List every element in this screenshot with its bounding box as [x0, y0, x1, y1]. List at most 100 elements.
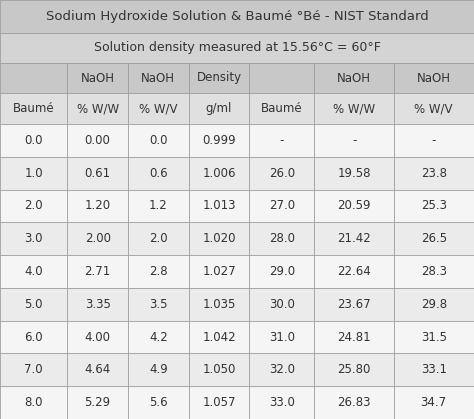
Bar: [128, 124, 189, 157]
Bar: [314, 288, 394, 321]
Bar: [249, 222, 314, 255]
Bar: [394, 288, 474, 321]
Text: 1.050: 1.050: [202, 363, 236, 376]
Text: 31.5: 31.5: [421, 331, 447, 344]
Text: 26.5: 26.5: [420, 232, 447, 245]
Bar: [249, 63, 314, 93]
Bar: [189, 386, 249, 419]
Text: Baumé: Baumé: [13, 102, 55, 115]
Text: 0.0: 0.0: [24, 134, 43, 147]
Bar: [394, 321, 474, 354]
Bar: [0, 63, 67, 93]
Bar: [0, 189, 67, 222]
Text: NaOH: NaOH: [417, 72, 451, 85]
Text: 1.2: 1.2: [149, 199, 168, 212]
Text: 1.20: 1.20: [84, 199, 111, 212]
Bar: [249, 288, 314, 321]
Text: -: -: [352, 134, 356, 147]
Text: 2.8: 2.8: [149, 265, 168, 278]
Bar: [67, 93, 128, 124]
Text: Solution density measured at 15.56°C = 60°F: Solution density measured at 15.56°C = 6…: [93, 41, 381, 54]
Bar: [394, 124, 474, 157]
Text: 4.00: 4.00: [85, 331, 110, 344]
Bar: [128, 63, 189, 93]
Text: 3.5: 3.5: [149, 298, 168, 311]
Bar: [67, 386, 128, 419]
Text: 21.42: 21.42: [337, 232, 371, 245]
Text: 23.67: 23.67: [337, 298, 371, 311]
Bar: [128, 222, 189, 255]
Text: 4.0: 4.0: [24, 265, 43, 278]
Text: 30.0: 30.0: [269, 298, 295, 311]
Text: 5.0: 5.0: [24, 298, 43, 311]
Bar: [394, 386, 474, 419]
Text: 25.3: 25.3: [421, 199, 447, 212]
Bar: [128, 386, 189, 419]
Bar: [128, 93, 189, 124]
Text: 2.00: 2.00: [85, 232, 110, 245]
Bar: [189, 321, 249, 354]
Text: 32.0: 32.0: [269, 363, 295, 376]
Text: 2.0: 2.0: [24, 199, 43, 212]
Bar: [314, 222, 394, 255]
Bar: [67, 157, 128, 189]
Bar: [0, 157, 67, 189]
Text: 5.29: 5.29: [84, 396, 111, 409]
Bar: [128, 255, 189, 288]
Bar: [314, 386, 394, 419]
Text: 34.7: 34.7: [420, 396, 447, 409]
Text: 1.0: 1.0: [24, 167, 43, 180]
Bar: [394, 157, 474, 189]
Text: 1.027: 1.027: [202, 265, 236, 278]
Bar: [314, 255, 394, 288]
Bar: [394, 354, 474, 386]
Bar: [249, 189, 314, 222]
Bar: [394, 63, 474, 93]
Text: 6.0: 6.0: [24, 331, 43, 344]
Text: 27.0: 27.0: [269, 199, 295, 212]
Text: 23.8: 23.8: [421, 167, 447, 180]
Bar: [394, 93, 474, 124]
Bar: [314, 63, 394, 93]
Text: 0.61: 0.61: [84, 167, 111, 180]
Text: 0.999: 0.999: [202, 134, 236, 147]
Text: 4.2: 4.2: [149, 331, 168, 344]
Text: 1.020: 1.020: [202, 232, 236, 245]
Bar: [249, 354, 314, 386]
Bar: [189, 189, 249, 222]
Text: 5.6: 5.6: [149, 396, 168, 409]
Bar: [128, 189, 189, 222]
Bar: [128, 157, 189, 189]
Text: 22.64: 22.64: [337, 265, 371, 278]
Text: 8.0: 8.0: [24, 396, 43, 409]
Bar: [314, 321, 394, 354]
Text: 31.0: 31.0: [269, 331, 295, 344]
Bar: [0, 124, 67, 157]
Text: 26.83: 26.83: [337, 396, 371, 409]
Text: Sodium Hydroxide Solution & Baumé °Bé - NIST Standard: Sodium Hydroxide Solution & Baumé °Bé - …: [46, 10, 428, 23]
Bar: [0, 321, 67, 354]
Bar: [67, 63, 128, 93]
Text: 26.0: 26.0: [269, 167, 295, 180]
Text: % W/V: % W/V: [139, 102, 178, 115]
Bar: [314, 189, 394, 222]
Bar: [67, 288, 128, 321]
Text: 1.035: 1.035: [202, 298, 236, 311]
Text: 24.81: 24.81: [337, 331, 371, 344]
Bar: [189, 222, 249, 255]
Bar: [128, 288, 189, 321]
Text: 33.0: 33.0: [269, 396, 295, 409]
Text: 1.057: 1.057: [202, 396, 236, 409]
Bar: [67, 354, 128, 386]
Text: -: -: [431, 134, 436, 147]
Bar: [189, 255, 249, 288]
Bar: [189, 288, 249, 321]
Text: 7.0: 7.0: [24, 363, 43, 376]
Bar: [249, 321, 314, 354]
Bar: [128, 321, 189, 354]
Text: 4.9: 4.9: [149, 363, 168, 376]
Text: 1.013: 1.013: [202, 199, 236, 212]
Text: % W/V: % W/V: [414, 102, 453, 115]
Bar: [0, 354, 67, 386]
Text: % W/W: % W/W: [333, 102, 375, 115]
